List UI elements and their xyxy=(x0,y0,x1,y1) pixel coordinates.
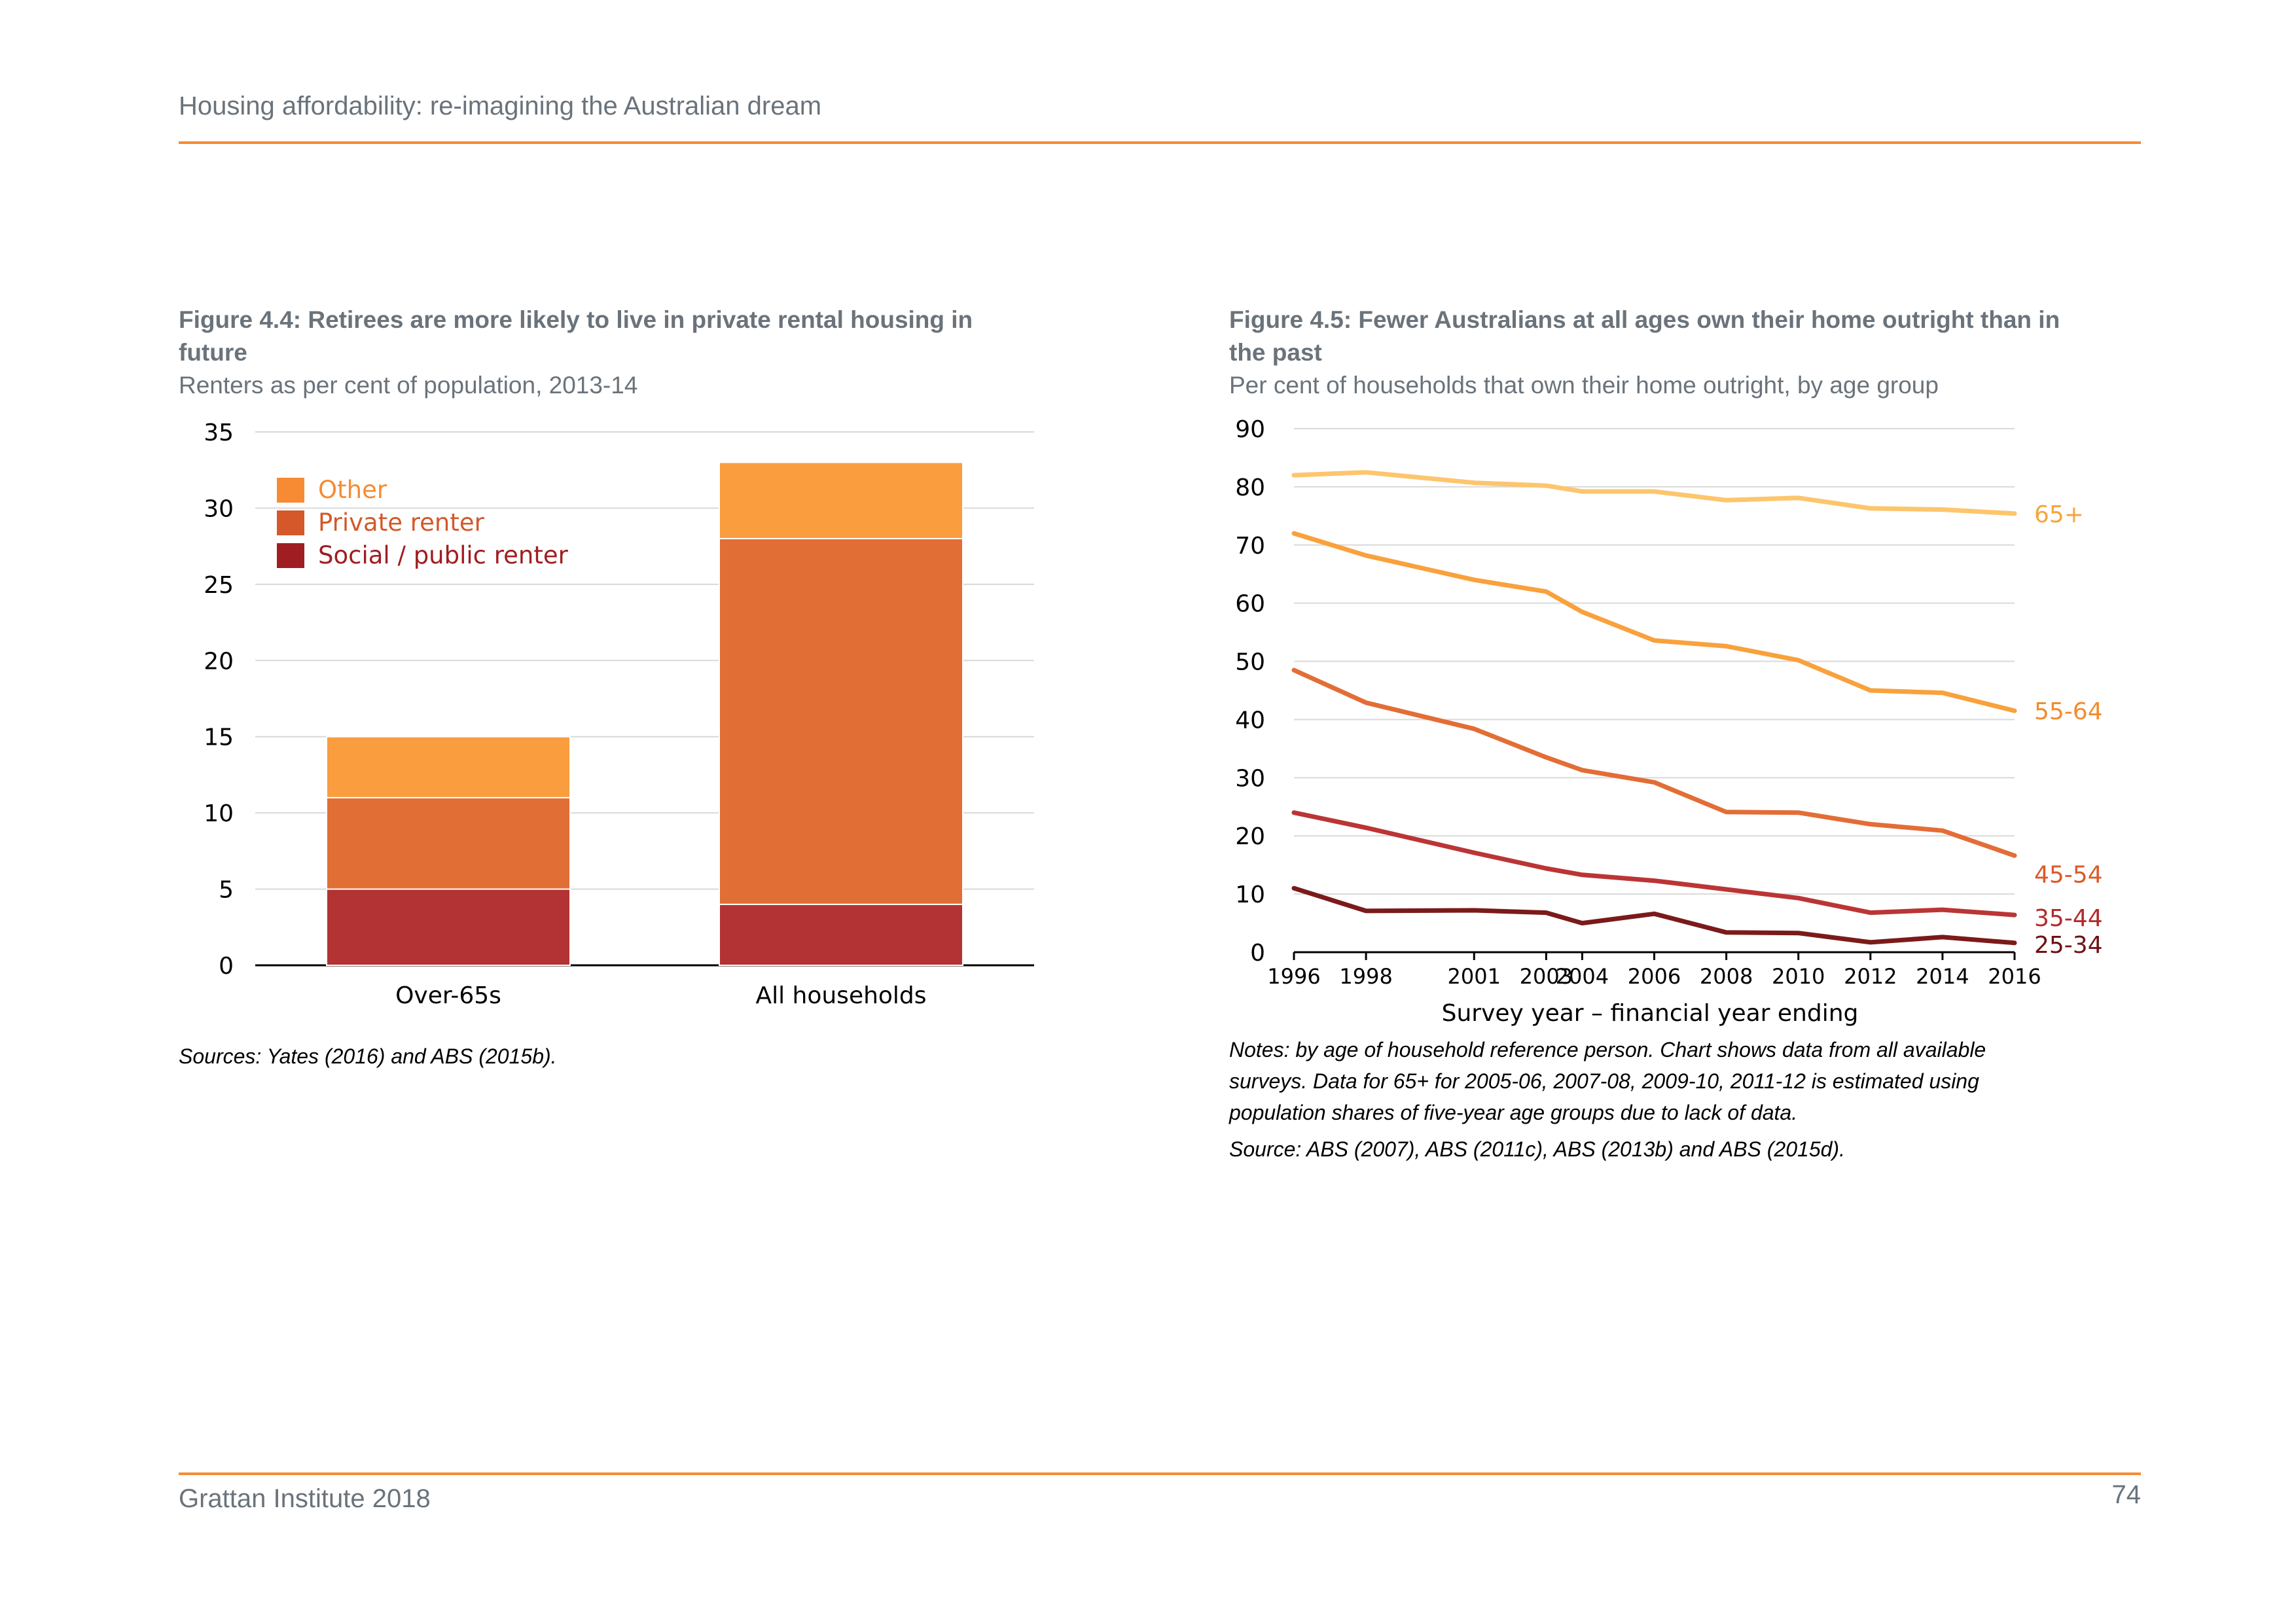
bar-x-tick-label: Over-65s xyxy=(395,982,501,1009)
figure-4-4-title: Figure 4.4: Retirees are more likely to … xyxy=(179,304,973,369)
bar-segment xyxy=(719,538,963,905)
bar-segment xyxy=(719,461,963,539)
bar-segment xyxy=(326,796,571,890)
line-x-tick-label: 1996 xyxy=(1267,964,1320,989)
figure-4-5-title: Figure 4.5: Fewer Australians at all age… xyxy=(1229,304,2060,369)
figure-4-4-title-line2: future xyxy=(179,339,247,366)
bar-chart-bars xyxy=(326,461,963,966)
line-series-path xyxy=(1291,885,2017,946)
line-x-tick-label: 2010 xyxy=(1772,964,1825,989)
line-y-tick-label: 90 xyxy=(1235,416,1265,443)
bar-y-tick-label: 35 xyxy=(204,419,234,446)
line-y-tick-label: 80 xyxy=(1235,474,1265,501)
figure-4-5-notes: Notes: by age of household reference per… xyxy=(1229,1034,1986,1165)
bar-segment xyxy=(326,888,571,966)
bar-y-tick-label: 10 xyxy=(204,800,234,827)
bar-legend-swatch xyxy=(277,478,304,503)
line-y-tick-label: 30 xyxy=(1235,765,1265,792)
line-x-tick-label: 2004 xyxy=(1556,964,1609,989)
line-series-path xyxy=(1291,531,2017,713)
line-y-tick-label: 10 xyxy=(1235,882,1265,908)
header-rule xyxy=(179,141,2141,144)
footer-rule xyxy=(179,1472,2141,1475)
line-series-label: 25-34 xyxy=(2034,932,2103,959)
line-series-path xyxy=(1291,810,2017,918)
line-x-tick-label: 2012 xyxy=(1844,964,1897,989)
bar-legend-label: Private renter xyxy=(318,508,485,537)
line-chart: 0 10 20 30 40 50 60 70 80 90 1996 1998 2001 20032004… xyxy=(1235,416,2103,1027)
footer-organisation: Grattan Institute 2018 xyxy=(179,1484,431,1513)
line-x-tick-label: 2008 xyxy=(1700,964,1753,989)
bar-legend-swatch xyxy=(277,543,304,568)
bar-chart: 0 5 10 15 20 25 30 35 Over-65s All households Ot… xyxy=(204,419,1034,1009)
figure-4-5-title-line2: the past xyxy=(1229,339,1322,366)
bar-y-tick-label: 20 xyxy=(204,648,234,675)
bar-y-tick-label: 25 xyxy=(204,572,234,599)
figure-4-5-subtitle: Per cent of households that own their ho… xyxy=(1229,372,1939,399)
figure-4-4-title-line1: Figure 4.4: Retirees are more likely to … xyxy=(179,306,973,333)
figure-4-4-subtitle: Renters as per cent of population, 2013-… xyxy=(179,372,638,399)
running-header: Housing affordability: re-imagining the … xyxy=(179,92,822,120)
bar-legend-label: Other xyxy=(318,476,387,504)
bar-chart-x-ticks: Over-65s All households xyxy=(395,982,926,1009)
figure-4-5-notes-line3: population shares of five-year age group… xyxy=(1229,1101,1798,1124)
bar-legend-swatch xyxy=(277,510,304,535)
bar-segment xyxy=(326,736,571,798)
line-y-tick-label: 50 xyxy=(1235,649,1265,676)
line-y-tick-label: 60 xyxy=(1235,591,1265,618)
line-chart-series xyxy=(1291,470,2017,946)
line-x-tick-label: 2014 xyxy=(1916,964,1969,989)
bar-y-tick-label: 0 xyxy=(219,953,234,980)
line-y-tick-label: 0 xyxy=(1250,940,1265,967)
figure-4-5-notes-line2: surveys. Data for 65+ for 2005-06, 2007-… xyxy=(1229,1069,1979,1093)
line-x-tick-label: 2001 xyxy=(1448,964,1501,989)
line-series-label: 65+ xyxy=(2034,501,2084,528)
line-y-tick-label: 40 xyxy=(1235,707,1265,734)
bar-chart-legend: Other Private renter Social / public rente… xyxy=(277,476,569,569)
line-x-tick-label: 2016 xyxy=(1988,964,2041,989)
bar-y-tick-label: 15 xyxy=(204,724,234,751)
figure-4-5-notes-line1: Notes: by age of household reference per… xyxy=(1229,1038,1986,1061)
bar-legend-label: Social / public renter xyxy=(318,541,569,569)
footer-page-number: 74 xyxy=(2111,1480,2142,1509)
figure-4-5-source: Source: ABS (2007), ABS (2011c), ABS (20… xyxy=(1229,1137,1845,1161)
figure-4-4-sources: Sources: Yates (2016) and ABS (2015b). xyxy=(179,1044,557,1068)
bar-y-tick-label: 5 xyxy=(219,877,234,904)
figure-4-5-title-line1: Figure 4.5: Fewer Australians at all age… xyxy=(1229,306,2060,333)
line-x-tick-label: 2006 xyxy=(1628,964,1681,989)
line-y-tick-label: 20 xyxy=(1235,823,1265,850)
bar-chart-y-ticks: 0 5 10 15 20 25 30 35 xyxy=(204,419,234,980)
bar-segment xyxy=(719,903,963,966)
bar-x-tick-label: All households xyxy=(755,982,926,1009)
line-series-label: 55-64 xyxy=(2034,698,2103,725)
line-series-path xyxy=(1291,470,2017,516)
bar-y-tick-label: 30 xyxy=(204,495,234,522)
line-x-tick-label: 2003 xyxy=(1520,964,1573,989)
line-x-tick-label: 1998 xyxy=(1339,964,1392,989)
line-chart-y-ticks: 0 10 20 30 40 50 60 70 80 90 xyxy=(1235,416,1265,967)
line-series-label: 35-44 xyxy=(2034,905,2103,932)
line-chart-x-axis-label: Survey year – financial year ending xyxy=(1442,1000,1859,1027)
line-series-label: 45-54 xyxy=(2034,861,2103,888)
line-series-path xyxy=(1291,668,2017,858)
line-y-tick-label: 70 xyxy=(1235,533,1265,560)
